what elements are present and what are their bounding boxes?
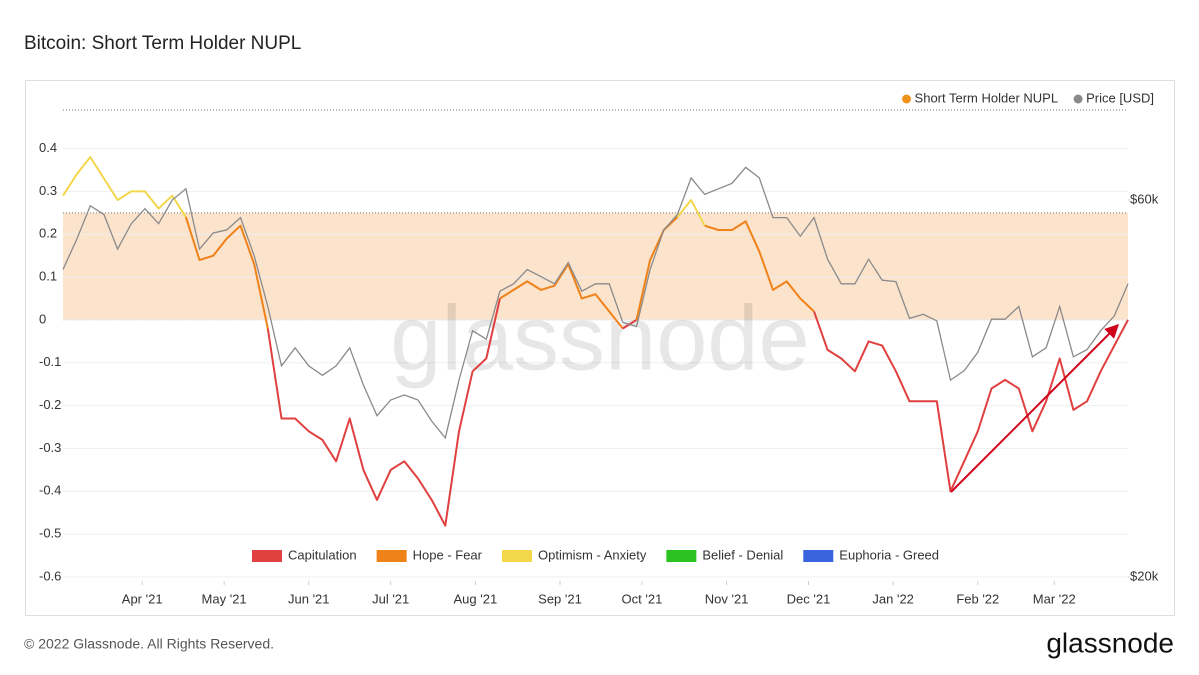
x-tick-label: Dec '21 bbox=[787, 591, 831, 606]
nupl-line bbox=[676, 199, 706, 227]
y-tick-label: 0.1 bbox=[39, 269, 57, 284]
trend-arrow bbox=[950, 324, 1119, 493]
x-tick-label: Jun '21 bbox=[288, 591, 330, 606]
y2-tick-label: $20k bbox=[1130, 568, 1159, 583]
zone-legend-label: Hope - Fear bbox=[413, 547, 483, 562]
hope-fear-band bbox=[63, 212, 1128, 320]
nupl-line bbox=[813, 311, 1129, 493]
y-tick-label: -0.4 bbox=[39, 483, 61, 498]
zone-legend-label: Capitulation bbox=[288, 547, 357, 562]
price-line bbox=[62, 166, 1129, 440]
copyright: © 2022 Glassnode. All Rights Reserved. bbox=[24, 636, 274, 652]
x-tick-label: May '21 bbox=[202, 591, 247, 606]
zone-legend-swatch bbox=[251, 550, 282, 562]
zone-legend-label: Belief - Denial bbox=[702, 547, 783, 562]
x-tick-label: Aug '21 bbox=[454, 591, 498, 606]
y-tick-label: -0.1 bbox=[39, 354, 61, 369]
zone-legend-swatch bbox=[502, 550, 532, 562]
y-tick-label: -0.3 bbox=[39, 440, 61, 455]
x-tick-label: Sep '21 bbox=[538, 591, 582, 606]
y-tick-label: -0.6 bbox=[39, 568, 61, 583]
y-tick-label: 0 bbox=[39, 311, 46, 326]
x-tick-label: Mar '22 bbox=[1033, 591, 1076, 606]
nupl-line bbox=[635, 216, 679, 321]
y-tick-label: 0.3 bbox=[39, 183, 57, 198]
zone-legend-label: Optimism - Anxiety bbox=[538, 547, 647, 562]
chart-title: Bitcoin: Short Term Holder NUPL bbox=[24, 33, 301, 54]
nupl-line bbox=[499, 263, 624, 330]
zone-legend-swatch bbox=[666, 550, 697, 562]
y-tick-label: 0.4 bbox=[39, 140, 57, 155]
legend-dot bbox=[1073, 94, 1083, 104]
y-tick-label: -0.2 bbox=[39, 397, 61, 412]
x-tick-label: Nov '21 bbox=[705, 591, 749, 606]
x-tick-label: Apr '21 bbox=[122, 591, 163, 606]
zone-legend-swatch bbox=[376, 550, 407, 562]
x-tick-label: Feb '22 bbox=[956, 591, 999, 606]
y-tick-label: -0.5 bbox=[39, 526, 61, 541]
watermark: glassnode bbox=[390, 287, 809, 389]
zone-legend-swatch bbox=[803, 550, 834, 562]
nupl-line bbox=[62, 156, 187, 218]
x-tick-label: Oct '21 bbox=[622, 591, 663, 606]
x-tick-label: Jan '22 bbox=[872, 591, 914, 606]
nupl-line bbox=[704, 220, 815, 313]
legend-dot bbox=[902, 94, 912, 104]
x-tick-label: Jul '21 bbox=[372, 591, 409, 606]
logo: glassnode bbox=[1046, 627, 1174, 658]
zone-legend-label: Euphoria - Greed bbox=[839, 547, 939, 562]
chart-frame bbox=[25, 80, 1175, 616]
legend-label: Price [USD] bbox=[1086, 90, 1154, 105]
y-tick-label: 0.2 bbox=[39, 226, 57, 241]
nupl-line bbox=[266, 298, 501, 527]
nupl-line bbox=[184, 216, 269, 329]
y2-tick-label: $60k bbox=[1130, 191, 1159, 206]
legend-label: Short Term Holder NUPL bbox=[915, 90, 1059, 105]
